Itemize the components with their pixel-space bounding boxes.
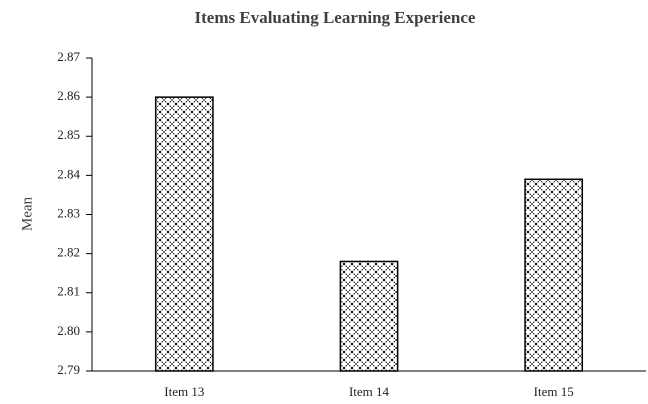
y-tick-label: 2.87 bbox=[57, 49, 80, 64]
y-tick-label: 2.83 bbox=[57, 205, 80, 220]
y-tick-label: 2.79 bbox=[57, 362, 80, 377]
y-tick-label: 2.84 bbox=[57, 166, 80, 181]
y-axis-label: Mean bbox=[19, 196, 35, 231]
bar bbox=[154, 96, 214, 372]
x-tick-label: Item 13 bbox=[164, 384, 204, 399]
bar bbox=[339, 260, 399, 372]
x-tick-label: Item 15 bbox=[534, 384, 574, 399]
y-tick-label: 2.82 bbox=[57, 245, 80, 260]
y-tick-label: 2.85 bbox=[57, 127, 80, 142]
y-tick-label: 2.80 bbox=[57, 323, 80, 338]
y-tick-label: 2.86 bbox=[57, 88, 80, 103]
chart-title: Items Evaluating Learning Experience bbox=[195, 8, 476, 27]
y-tick-label: 2.81 bbox=[57, 284, 80, 299]
x-tick-label: Item 14 bbox=[349, 384, 390, 399]
bar bbox=[524, 178, 584, 372]
